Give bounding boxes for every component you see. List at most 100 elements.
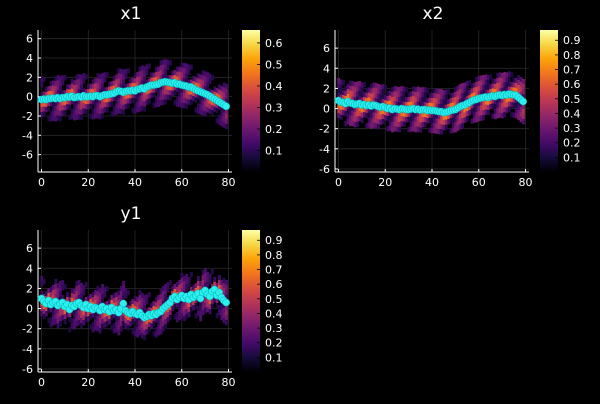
heatmap-cell [56,318,60,324]
heatmap-cell [503,81,507,88]
heatmap-cell [346,114,350,120]
heatmap-cell [115,84,118,90]
heatmap-cell [143,320,147,326]
heatmap-cell [519,81,523,88]
heatmap-cell [161,286,165,292]
heatmap-cell [131,299,135,305]
heatmap-cell [52,320,55,326]
heatmap-cell [500,77,504,84]
heatmap-cell [112,110,116,117]
heatmap-cell [365,123,369,129]
heatmap-cell [512,87,516,93]
heatmap-cell [84,89,88,95]
heatmap-cell [147,307,151,313]
heatmap-cell [372,97,376,103]
heatmap-cell [458,124,462,130]
heatmap-cell [419,87,422,93]
heatmap-cell [414,122,418,128]
heatmap-cell [40,275,44,282]
heatmap-cell [112,328,116,334]
heatmap-cell [91,84,95,90]
heatmap-cell [94,78,97,84]
heatmap-cell [82,98,86,104]
heatmap-cell [199,285,203,292]
heatmap-cell [42,111,46,117]
heatmap-cell [180,312,184,319]
heatmap-cell [152,72,156,78]
heatmap-cell [115,292,118,298]
heatmap-cell [152,77,156,83]
heatmap-cell [400,86,404,92]
heatmap-cell [112,293,116,299]
heatmap-cell [187,64,191,70]
heatmap-cell [475,101,479,108]
heatmap-cell [84,74,88,80]
heatmap-cell [63,319,67,325]
heatmap-cell [479,90,483,96]
heatmap-cell [421,122,425,128]
heatmap-cell [136,322,140,328]
heatmap-cell [73,314,76,320]
heatmap-cell [514,107,518,114]
heatmap-cell [203,71,207,77]
heatmap-cell [384,85,387,91]
heatmap-cell [110,86,114,92]
heatmap-cell [80,293,83,299]
heatmap-cell [412,101,415,107]
heatmap-cell [145,324,149,330]
heatmap-cell [124,288,128,294]
heatmap-cell [356,106,359,112]
heatmap-cell [444,94,448,100]
heatmap-cell [379,89,383,95]
heatmap-cell [133,108,137,114]
heatmap-cell [435,118,439,124]
heatmap-cell [194,77,198,83]
heatmap-cell [115,104,118,110]
heatmap-cell [157,101,161,107]
heatmap-cell [346,104,350,110]
heatmap-cell [73,319,76,325]
heatmap-cell [213,281,217,288]
heatmap-cell [94,315,97,321]
heatmap-cell [178,91,182,97]
heatmap-cell [40,305,44,312]
heatmap-cell [388,110,392,116]
heatmap-cell [203,297,207,304]
heatmap-cell [365,88,369,94]
heatmap-cell [154,67,158,73]
x-tick-label: 60 [175,376,189,389]
heatmap-cell [66,312,69,318]
heatmap-cell [379,119,383,125]
heatmap-cell [386,101,390,107]
heatmap-cell [164,94,168,100]
heatmap-cell [421,87,425,93]
heatmap-cell [447,114,451,120]
heatmap-cell [138,320,142,326]
heatmap-cell [122,321,125,327]
heatmap-cell [360,82,364,88]
heatmap-cell [154,97,158,103]
heatmap-cell [456,90,460,96]
heatmap-cell [465,116,469,122]
heatmap-cell [391,87,394,93]
heatmap-cell [500,82,504,89]
heatmap-cell [393,116,397,122]
heatmap-cell [199,104,203,110]
heatmap-cell [91,99,95,105]
heatmap-cell [349,85,352,91]
heatmap-cell [101,299,104,305]
heatmap-cell [89,314,93,320]
heatmap-cell [180,307,184,314]
heatmap-cell [103,107,107,113]
heatmap-cell [73,80,76,86]
heatmap-cell [442,95,446,101]
heatmap-cell [475,106,479,113]
heatmap-cell [358,96,362,102]
heatmap-cell [75,74,79,80]
heatmap-cell [157,300,161,306]
heatmap-cell [110,81,114,87]
heatmap-cell [194,92,198,98]
x-tick-label: 20 [81,376,95,389]
heatmap-cell [222,277,226,284]
heatmap-cell [391,102,394,108]
